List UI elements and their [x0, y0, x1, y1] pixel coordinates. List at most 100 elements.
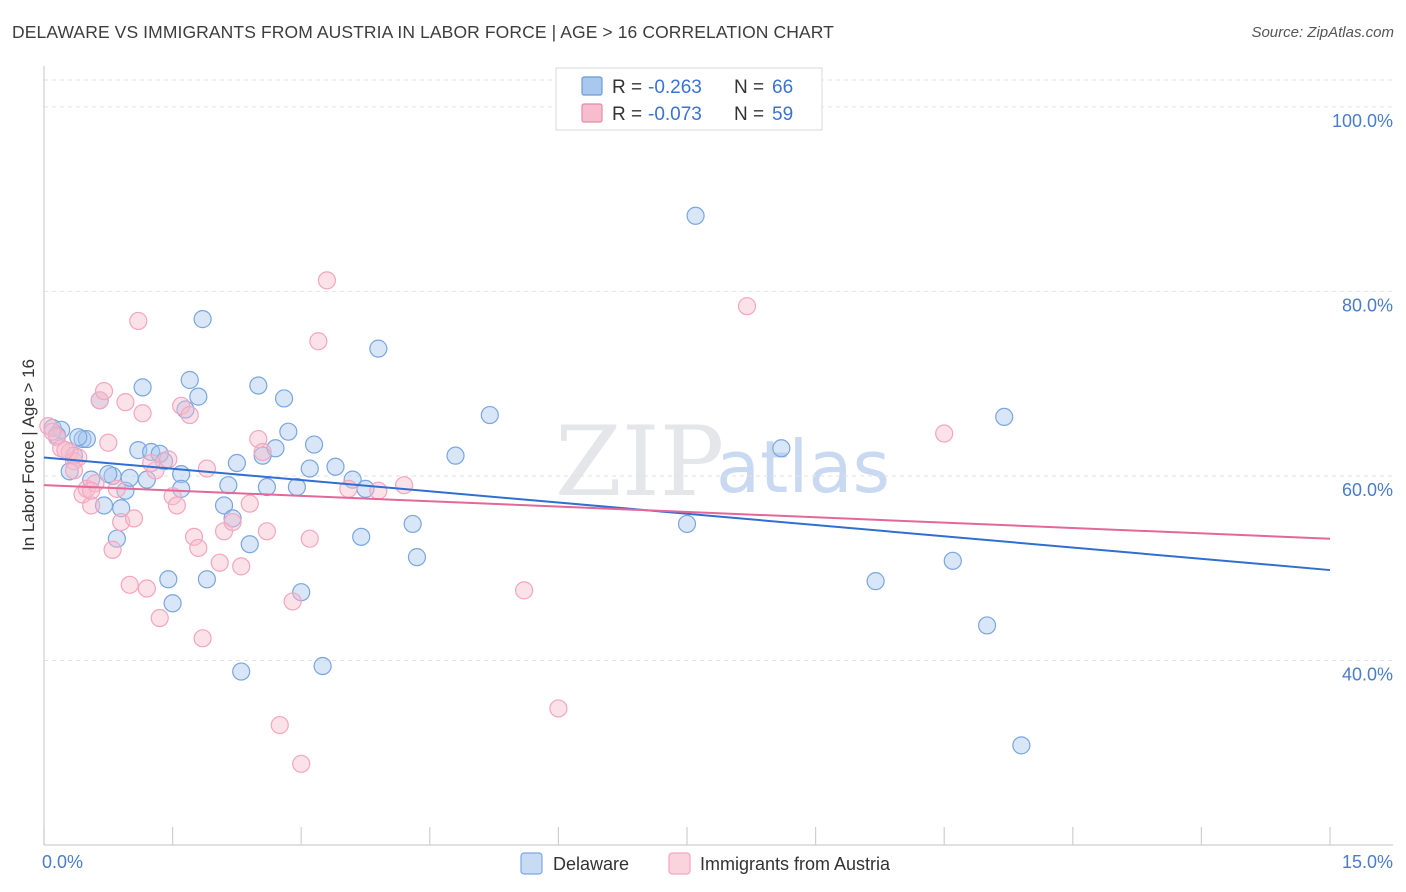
delaware-point: [107, 529, 126, 548]
delaware-point: [279, 422, 298, 441]
austria-point: [549, 699, 568, 718]
delaware-point: [232, 662, 251, 681]
austria-point: [210, 553, 229, 572]
delaware-point: [214, 496, 234, 515]
austria-point: [150, 608, 169, 628]
delaware-point: [403, 514, 422, 534]
delaware-point: [99, 465, 118, 484]
austria-point: [737, 297, 757, 316]
legend-n-value-austria: 59: [772, 104, 793, 125]
austria-point: [56, 441, 75, 460]
delaware-point: [159, 570, 178, 589]
delaware-point: [274, 389, 294, 408]
trend-lines: [43, 456, 1331, 572]
bottom-legend-swatch-delaware: [520, 852, 543, 875]
delaware-point: [686, 206, 705, 225]
y-axis-label: In Labor Force | Age > 16: [19, 359, 38, 551]
grid-lines: 40.0% 60.0% 80.0% 100.0%: [44, 79, 1393, 684]
austria-point: [369, 481, 388, 500]
austria-point: [43, 422, 62, 441]
austria-point: [180, 405, 199, 425]
delaware-point: [326, 457, 345, 476]
watermark-atlas: atlas: [716, 425, 890, 509]
bottom-legend-label-austria: Immigrants from Austria: [700, 854, 891, 874]
legend-r-value-austria: -0.073: [648, 104, 702, 125]
legend-r-label-austria: R =: [612, 104, 642, 125]
austria-point: [317, 271, 337, 290]
legend-n-value-delaware: 66: [772, 77, 793, 98]
x-tick-label-min: 0.0%: [42, 852, 83, 872]
austria-point: [137, 579, 156, 598]
austria-point: [197, 459, 216, 478]
delaware-point: [133, 378, 152, 397]
delaware-point: [1012, 736, 1031, 755]
austria-point: [159, 450, 178, 469]
delaware-point: [193, 310, 212, 329]
axes: [43, 66, 1393, 846]
austria-point: [142, 453, 161, 473]
legend-swatch-austria: [581, 103, 603, 123]
austria-trend-line: [43, 484, 1331, 540]
delaware-point: [304, 435, 324, 454]
data-points: [39, 206, 1031, 773]
delaware-point: [407, 548, 427, 567]
austria-point: [116, 393, 135, 412]
austria-point: [257, 522, 277, 541]
austria-point: [394, 476, 414, 495]
delaware-point: [249, 376, 268, 395]
austria-point: [189, 538, 208, 558]
delaware-point: [300, 459, 319, 478]
austria-point: [94, 381, 114, 401]
y-tick-label: 40.0%: [1342, 664, 1393, 684]
austria-point: [82, 496, 101, 515]
legend-r-value-delaware: -0.263: [648, 77, 702, 98]
austria-point: [270, 715, 289, 735]
austria-point: [103, 540, 122, 559]
delaware-point: [480, 405, 499, 425]
austria-point: [300, 529, 319, 548]
chart-title: DELAWARE VS IMMIGRANTS FROM AUSTRIA IN L…: [12, 22, 834, 42]
legend-r-label-delaware: R =: [612, 77, 642, 98]
austria-point: [64, 461, 84, 480]
austria-point: [515, 581, 534, 600]
austria-point: [309, 332, 328, 351]
austria-point: [253, 442, 272, 462]
delaware-point: [369, 339, 388, 358]
austria-point: [167, 496, 186, 515]
y-tick-label: 80.0%: [1342, 295, 1393, 315]
legend-swatch-delaware: [581, 76, 603, 96]
delaware-point: [313, 656, 332, 676]
austria-point: [184, 527, 204, 546]
source-label: Source: ZipAtlas.com: [1251, 24, 1394, 41]
austria-point: [163, 487, 182, 506]
correlation-legend: R = -0.263 N = 66 R = -0.073 N = 59: [555, 67, 823, 131]
watermark-zip: ZIP: [555, 406, 724, 518]
austria-point: [120, 575, 139, 594]
delaware-point: [69, 428, 88, 447]
delaware-point: [163, 594, 182, 613]
delaware-point: [240, 535, 259, 554]
austria-point: [240, 494, 259, 513]
bottom-legend-swatch-austria: [668, 852, 691, 875]
delaware-point: [180, 370, 199, 390]
austria-point: [283, 592, 302, 611]
austria-point: [99, 433, 118, 452]
delaware-point: [866, 572, 885, 591]
austria-point: [133, 404, 152, 423]
delaware-point: [977, 616, 997, 635]
delaware-point: [772, 439, 791, 458]
y-tick-label: 60.0%: [1342, 480, 1393, 500]
legend-n-label-delaware: N =: [734, 77, 764, 98]
series-legend: Delaware Immigrants from Austria: [520, 852, 891, 875]
x-tick-label-max: 15.0%: [1342, 852, 1393, 872]
austria-point: [82, 481, 101, 500]
delaware-point: [446, 446, 465, 465]
austria-point: [223, 512, 242, 532]
delaware-point: [189, 387, 208, 406]
delaware-point: [995, 407, 1014, 427]
delaware-trend-line: [43, 456, 1331, 572]
delaware-point: [219, 476, 238, 495]
delaware-point: [257, 477, 277, 497]
bottom-legend-label-delaware: Delaware: [553, 854, 629, 874]
